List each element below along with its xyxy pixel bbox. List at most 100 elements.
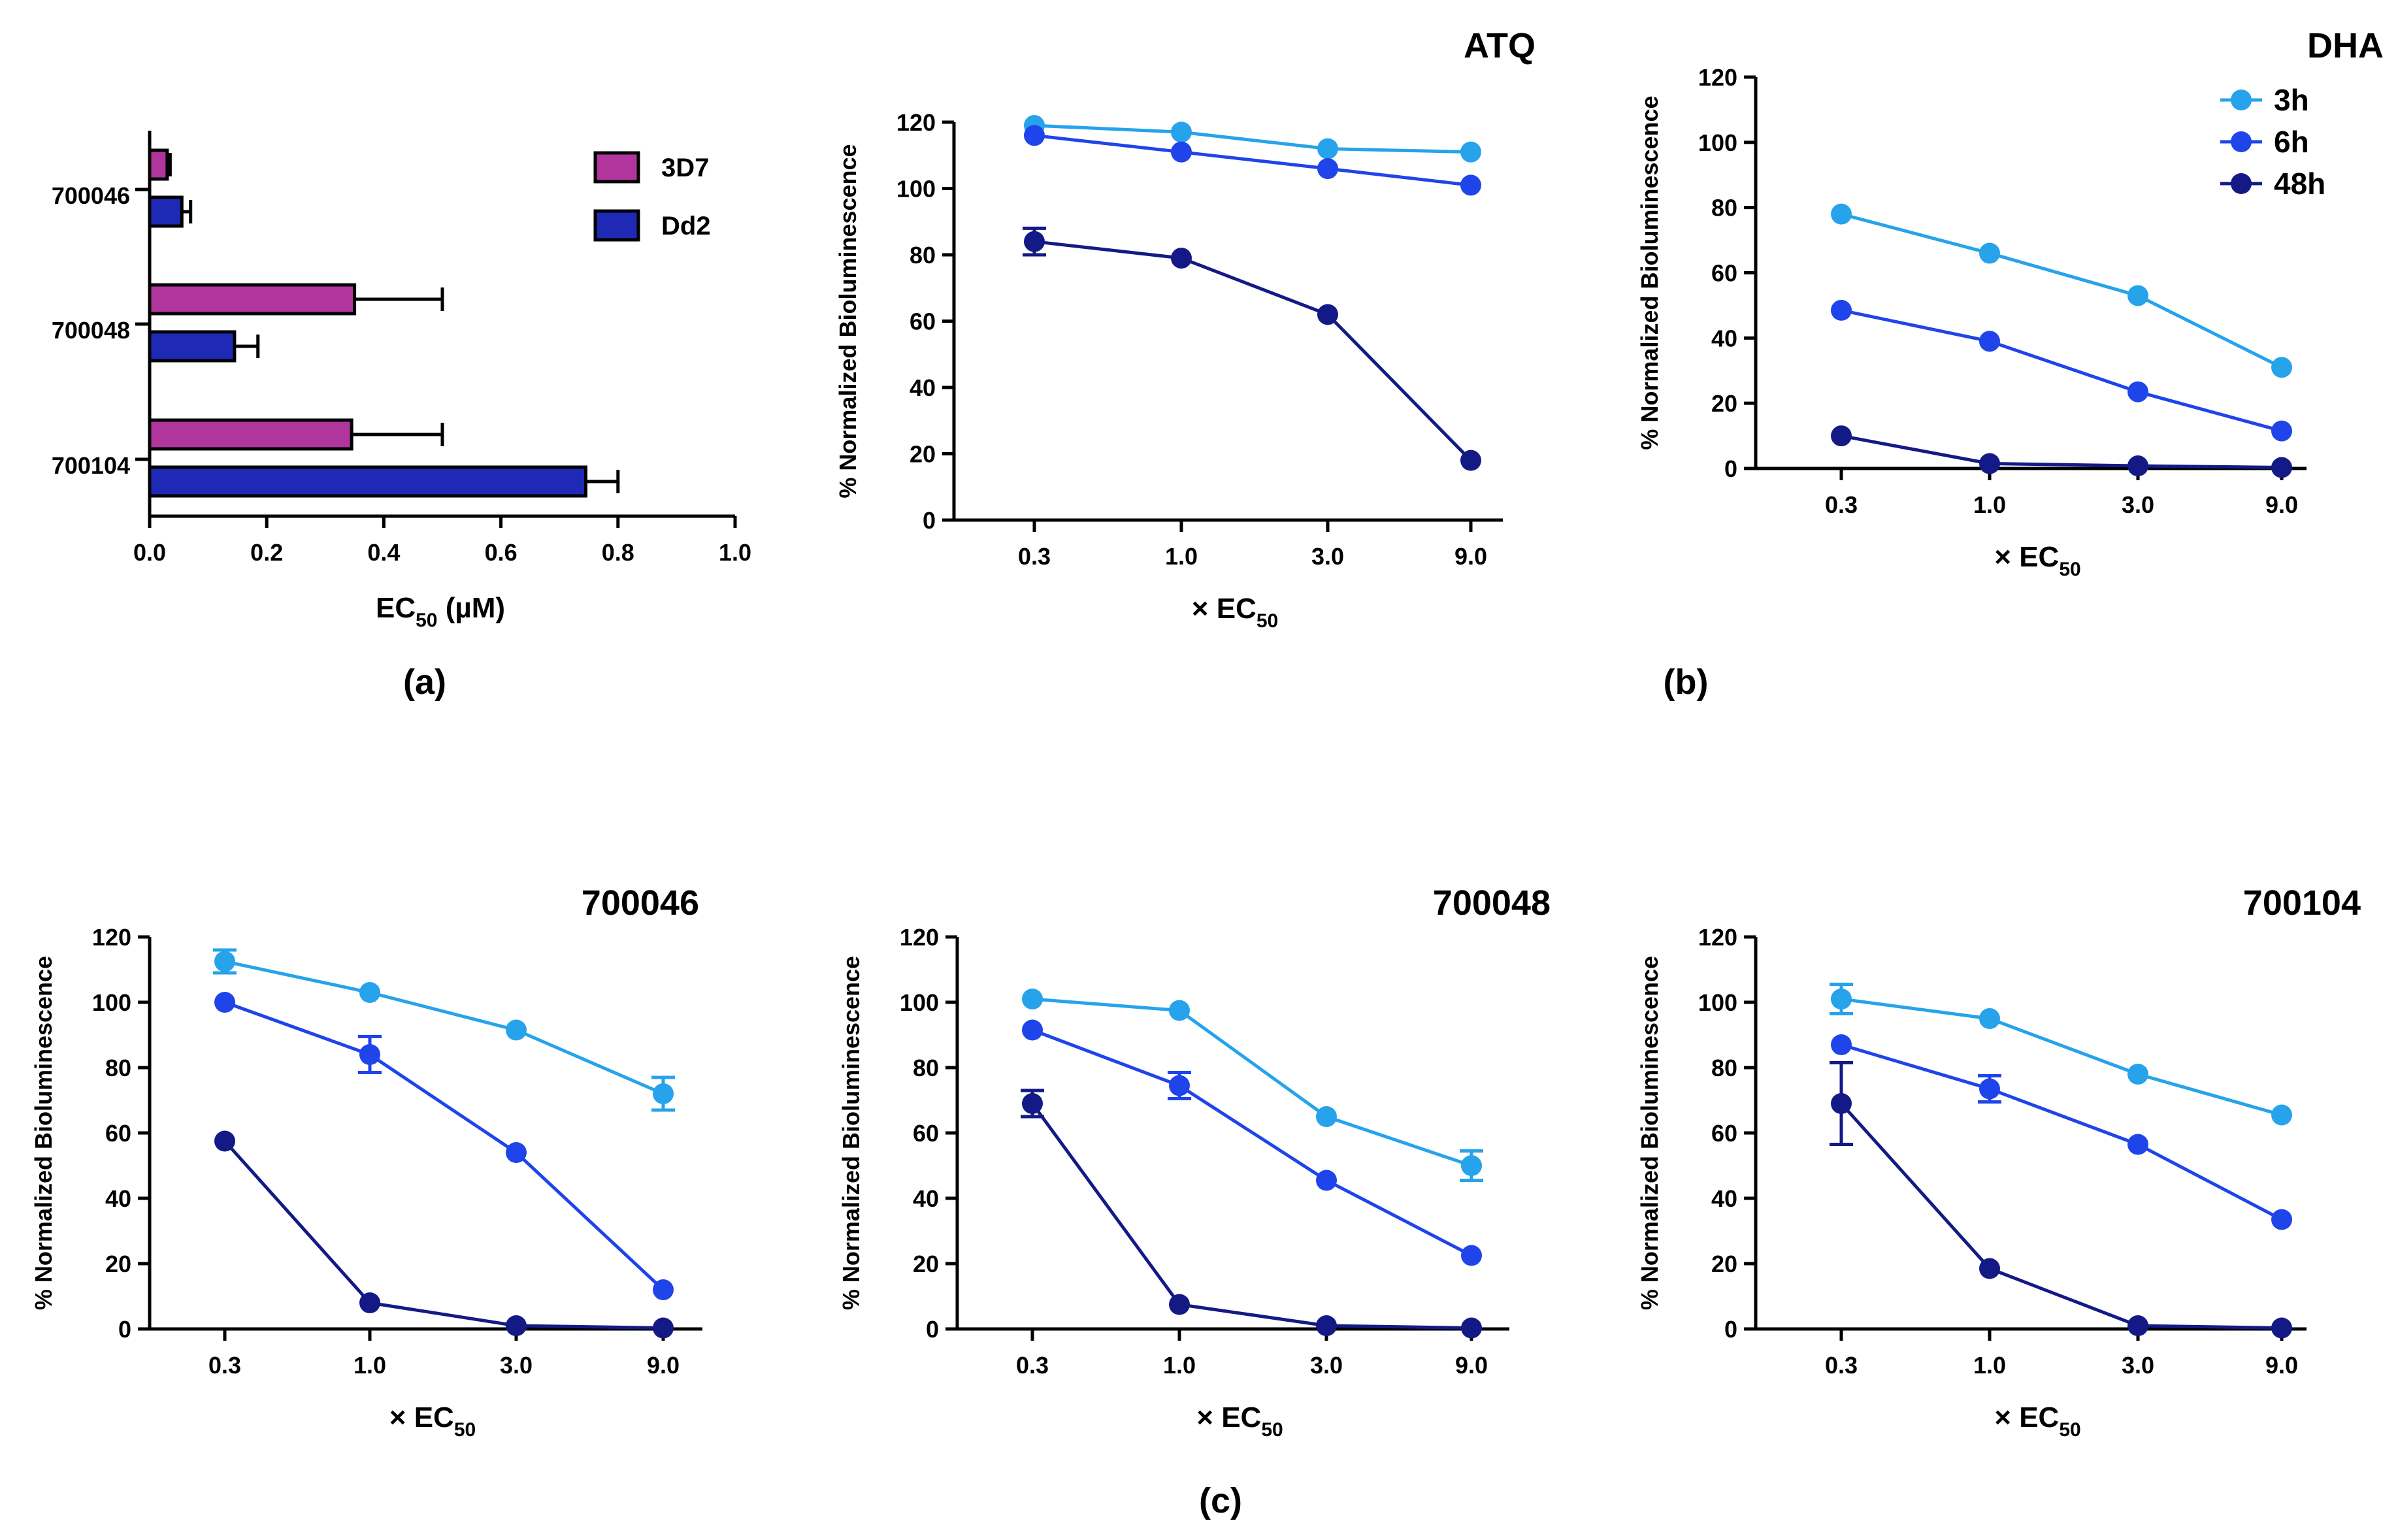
data-point-3h	[2271, 1104, 2292, 1126]
y-tick-label: 100	[1698, 129, 1737, 156]
y-tick-label: 80	[910, 242, 936, 269]
y-tick-label: 120	[92, 924, 131, 951]
series-line-48h	[1841, 434, 2282, 470]
x-tick-label: 1.0	[1973, 491, 2006, 518]
panel-label-b: (b)	[1664, 663, 1709, 702]
x-axis-label: × EC50	[1192, 593, 1278, 632]
legend-swatch-Dd2	[593, 209, 640, 242]
data-point-3h	[653, 1083, 674, 1104]
x-axis-label-main: × EC	[389, 1401, 454, 1434]
x-tick-label: 0.2	[250, 539, 283, 566]
x-tick-label: 0.3	[1018, 543, 1051, 570]
data-point-48h	[1979, 1258, 2000, 1279]
x-axis-label: × EC50	[1994, 541, 2080, 580]
y-tick-label: 0	[926, 1316, 939, 1343]
data-point-3h	[1317, 138, 1338, 159]
y-tick-label: 40	[1711, 325, 1737, 352]
panel-label-a: (a)	[403, 663, 446, 702]
y-tick-label: 100	[1698, 989, 1737, 1016]
data-point-48h	[2271, 1317, 2292, 1339]
y-tick-label: 20	[1711, 1251, 1737, 1277]
x-tick-label: 0.3	[1825, 1352, 1858, 1379]
y-tick-label: 0	[118, 1316, 131, 1343]
data-point-48h	[653, 1317, 674, 1339]
x-axis-label-sub: 50	[1261, 1419, 1283, 1441]
x-tick-label: 0.3	[208, 1352, 241, 1379]
y-tick-label: 40	[913, 1185, 939, 1212]
x-axis-label-sub: 50	[2059, 1419, 2080, 1441]
panel-title: 700048	[1433, 883, 1551, 923]
data-point-6h	[653, 1279, 674, 1300]
x-tick-label: 0.4	[367, 539, 400, 566]
legend-label-6h: 6h	[2274, 125, 2309, 159]
y-tick-label: 120	[1698, 64, 1737, 91]
x-tick-label: 3.0	[2122, 491, 2154, 518]
y-tick-label: 80	[1711, 195, 1737, 221]
legend-marker-6h	[2231, 131, 2252, 152]
y-axis-label: % Normalized Bioluminescence	[1636, 95, 1663, 450]
data-point-6h	[1831, 299, 1852, 321]
y-tick-label: 700104	[52, 452, 130, 479]
y-tick-label: 20	[910, 441, 936, 468]
panel-700046: 0 20 40 60 80 100 120 0.3 1.0 3.0 9.0 % Normalized …	[30, 883, 702, 1441]
data-point-48h	[214, 1130, 235, 1152]
data-point-48h	[1831, 425, 1852, 447]
y-tick-label: 100	[92, 989, 131, 1016]
y-tick-label: 700048	[52, 317, 130, 344]
data-point-6h	[1460, 174, 1481, 196]
bar-3D7	[148, 418, 353, 451]
y-tick-label: 60	[910, 308, 936, 335]
data-point-3h	[2271, 357, 2292, 378]
data-point-3h	[1169, 1000, 1190, 1021]
data-point-48h	[359, 1292, 380, 1313]
x-axis-label: EC50 (µM)	[376, 592, 505, 631]
y-tick-label: 0	[1724, 455, 1737, 482]
data-point-3h	[359, 982, 380, 1003]
data-point-3h	[1022, 989, 1043, 1009]
data-point-6h	[1979, 1078, 2000, 1100]
data-point-6h	[2127, 381, 2148, 402]
y-tick-label: 120	[1698, 924, 1737, 951]
x-axis-label-main: EC	[376, 592, 416, 624]
y-tick-label: 20	[913, 1251, 939, 1277]
y-tick-label: 100	[900, 989, 939, 1016]
x-axis-label: × EC50	[1196, 1401, 1283, 1441]
data-point-3h	[2127, 285, 2148, 306]
x-tick-label: 0.3	[1016, 1352, 1049, 1379]
x-axis-label-main: × EC	[1994, 541, 2059, 573]
x-axis-label: × EC50	[389, 1401, 476, 1441]
data-point-6h	[1022, 1019, 1043, 1041]
x-tick-label: 3.0	[1311, 543, 1344, 570]
y-tick-label: 60	[105, 1120, 131, 1147]
data-point-3h	[1461, 1155, 1482, 1176]
x-axis-label-sub: 50	[416, 610, 437, 631]
data-point-6h	[214, 992, 235, 1013]
x-tick-label: 3.0	[500, 1352, 533, 1379]
legend-label-48h: 48h	[2274, 167, 2325, 201]
series-line-6h	[1032, 1028, 1473, 1257]
data-point-6h	[2271, 420, 2292, 442]
series-line-3h	[1034, 123, 1471, 154]
panel-title: ATQ	[1464, 26, 1536, 65]
legend-marker-3h	[2231, 90, 2252, 110]
series-line-48h	[1840, 1102, 2282, 1330]
data-point-48h	[1169, 1294, 1190, 1315]
series-line-3h	[1841, 997, 2282, 1117]
data-point-3h	[1831, 989, 1852, 1009]
legend-label-3h: 3h	[2274, 83, 2309, 117]
panel-a: 0.0 0.2 0.4 0.6 0.8 1.0 700046 700048 700104 3D7 D…	[52, 131, 751, 631]
data-point-48h	[1461, 1317, 1482, 1339]
x-tick-label: 0.6	[485, 539, 517, 566]
data-point-48h	[1024, 231, 1045, 252]
x-tick-label: 9.0	[2265, 1352, 2298, 1379]
series-line-48h	[223, 1139, 664, 1330]
data-point-48h	[2127, 1315, 2148, 1336]
data-point-3h	[1460, 141, 1481, 163]
y-tick-label: 60	[1711, 1120, 1737, 1147]
x-tick-label: 1.0	[1973, 1352, 2006, 1379]
y-tick-label: 700046	[52, 182, 130, 209]
series-line-3h	[1841, 212, 2283, 369]
data-point-3h	[1316, 1106, 1337, 1127]
y-tick-label: 60	[1711, 260, 1737, 287]
